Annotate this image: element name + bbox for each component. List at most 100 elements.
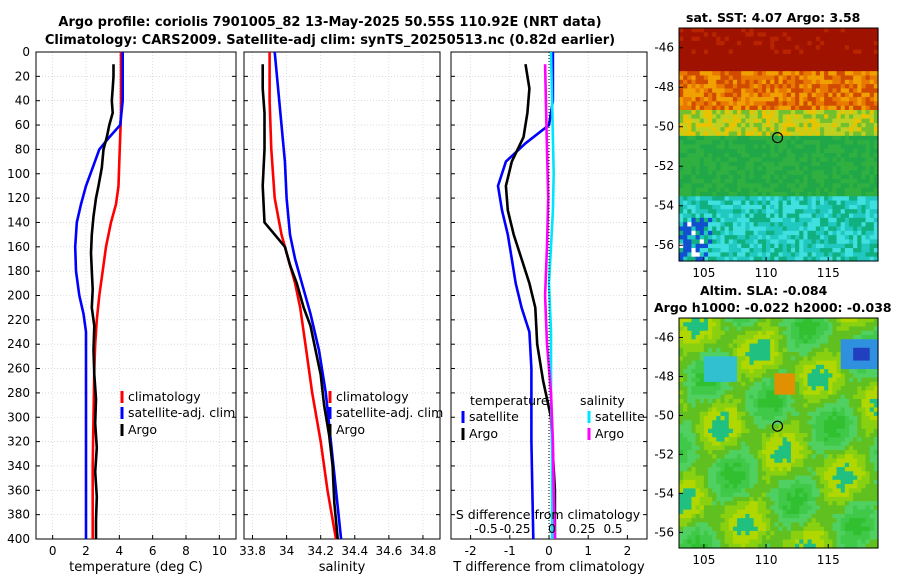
heatmap-cell <box>840 170 846 176</box>
heatmap-cell <box>753 407 759 413</box>
heatmap-cell <box>766 135 771 141</box>
heatmap-cell <box>774 226 780 232</box>
heatmap-cell <box>853 239 858 245</box>
heatmap-cell <box>741 433 746 438</box>
heatmap-cell <box>853 256 858 262</box>
heatmap-cell <box>708 53 713 59</box>
heatmap-cell <box>778 454 784 460</box>
heatmap-cell <box>811 343 817 349</box>
heatmap-cell <box>695 411 701 417</box>
heatmap-cell <box>732 174 738 180</box>
heatmap-cell <box>737 428 742 434</box>
heatmap-cell <box>753 131 759 137</box>
heatmap-cell <box>703 322 709 328</box>
heatmap-cell <box>853 356 858 362</box>
heatmap-cell <box>824 109 829 115</box>
heatmap-cell <box>679 475 684 481</box>
heatmap-cell <box>712 398 717 404</box>
heatmap-cell <box>807 213 813 219</box>
heatmap-cell <box>741 135 746 141</box>
heatmap-cell <box>728 122 734 128</box>
heatmap-cell <box>848 458 854 464</box>
heatmap-cell <box>853 161 858 167</box>
heatmap-cell <box>857 377 863 383</box>
heatmap-cell <box>790 105 796 111</box>
heatmap-cell <box>795 222 800 228</box>
y-tick-label: 0 <box>22 45 30 59</box>
heatmap-cell <box>761 441 767 447</box>
heatmap-cell <box>815 335 821 340</box>
heatmap-cell <box>728 131 734 137</box>
heatmap-cell <box>782 166 788 171</box>
heatmap-cell <box>869 97 875 102</box>
heatmap-cell <box>865 58 871 64</box>
heatmap-cell <box>795 79 800 85</box>
heatmap-cell <box>774 109 780 115</box>
heatmap-cell <box>865 415 871 421</box>
heatmap-cell <box>865 479 871 485</box>
heatmap-cell <box>853 398 858 404</box>
heatmap-cell <box>840 390 846 396</box>
heatmap-cell <box>824 75 829 81</box>
heatmap-cell <box>861 445 867 451</box>
y-tick-label: 100 <box>7 167 30 181</box>
heatmap-cell <box>691 390 697 396</box>
heatmap-cell <box>840 343 846 349</box>
heatmap-cell <box>737 248 742 253</box>
heatmap-cell <box>728 407 734 413</box>
heatmap-cell <box>766 36 771 42</box>
heatmap-cell <box>699 187 705 193</box>
heatmap-cell <box>778 170 784 176</box>
heatmap-cell <box>836 386 842 392</box>
heatmap-cell <box>732 101 738 107</box>
heatmap-cell <box>778 256 784 262</box>
heatmap-cell <box>869 330 875 336</box>
heatmap-cell <box>716 62 722 68</box>
heatmap-cell <box>853 84 858 89</box>
heatmap-cell <box>699 144 705 150</box>
heatmap-cell <box>716 322 722 328</box>
heatmap-cell <box>699 157 705 163</box>
heatmap-cell <box>840 196 846 202</box>
heatmap-cell <box>865 420 871 426</box>
heatmap-cell <box>691 420 697 426</box>
heatmap-cell <box>687 217 693 223</box>
heatmap-cell <box>782 179 788 184</box>
heatmap-cell <box>840 356 846 362</box>
heatmap-cell <box>803 144 809 150</box>
heatmap-cell <box>749 445 755 451</box>
heatmap-cell <box>790 398 796 404</box>
heatmap-cell <box>853 352 858 357</box>
heatmap-cell <box>708 322 713 328</box>
heatmap-cell <box>691 377 697 383</box>
heatmap-cell <box>766 101 771 107</box>
heatmap-cell <box>803 488 809 494</box>
heatmap-cell <box>824 88 829 94</box>
heatmap-cell <box>699 318 705 323</box>
heatmap-cell <box>766 239 771 245</box>
heatmap-cell <box>741 492 746 498</box>
heatmap-cell <box>774 471 780 477</box>
heatmap-cell <box>732 462 738 468</box>
heatmap-cell <box>724 174 730 180</box>
heatmap-cell <box>741 386 746 392</box>
heatmap-cell <box>745 326 751 332</box>
heatmap-cell <box>869 75 875 81</box>
heatmap-cell <box>687 230 693 236</box>
heatmap-cell <box>753 122 759 128</box>
heatmap-cell <box>782 105 788 111</box>
heatmap-cell <box>708 235 713 241</box>
heatmap-cell <box>803 217 809 223</box>
heatmap-cell <box>716 352 722 357</box>
heatmap-cell <box>790 88 796 94</box>
heatmap-cell <box>857 467 863 472</box>
heatmap-cell <box>770 174 775 180</box>
heatmap-cell <box>757 213 763 219</box>
heatmap-cell <box>741 105 746 111</box>
heatmap-cell <box>753 403 759 409</box>
x-tick-label: 4 <box>116 544 124 558</box>
heatmap-cell <box>857 360 863 366</box>
heatmap-cell <box>703 377 709 383</box>
heatmap-cell <box>848 40 854 46</box>
heatmap-cell <box>741 174 746 180</box>
